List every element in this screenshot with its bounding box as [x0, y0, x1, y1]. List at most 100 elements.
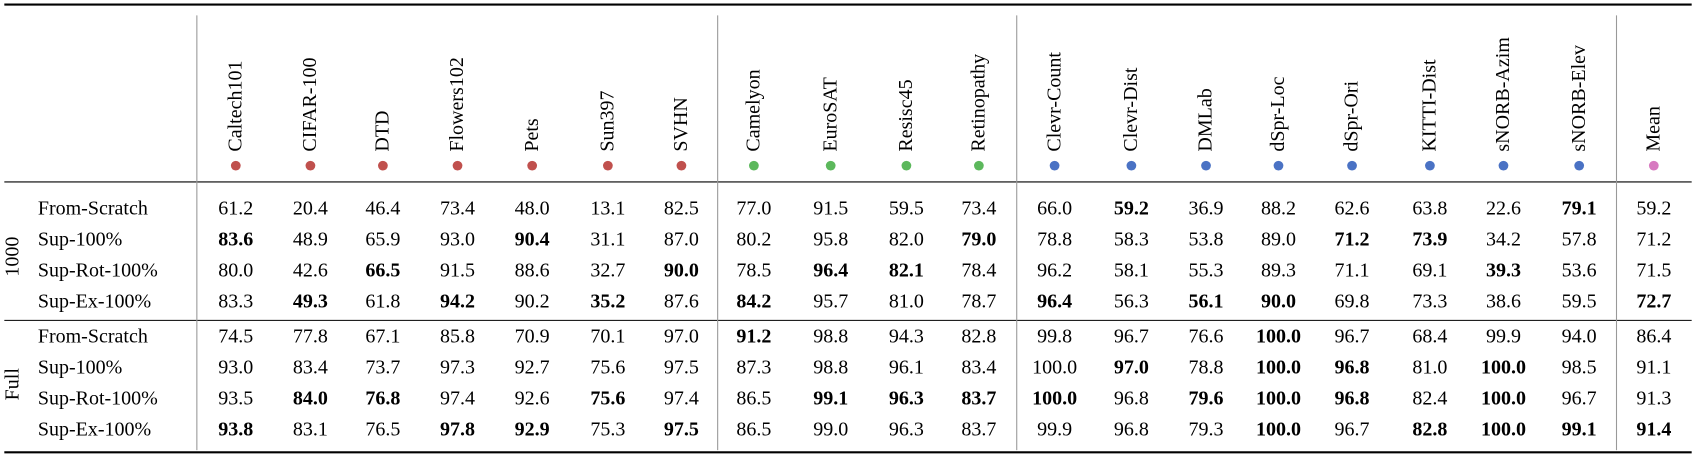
cell: 91.5 — [813, 198, 848, 220]
cell: 69.8 — [1335, 291, 1370, 313]
cell: 83.6 — [218, 229, 253, 251]
cell: 100.0 — [1481, 418, 1526, 440]
cell: 35.2 — [590, 291, 625, 313]
cell: 100.0 — [1481, 356, 1526, 378]
column-dot — [1425, 160, 1435, 171]
cell: 86.4 — [1636, 325, 1671, 347]
row-label: From-Scratch — [38, 198, 148, 220]
column-dot — [1049, 160, 1060, 171]
cell: 94.0 — [1562, 325, 1597, 347]
cell: 34.2 — [1486, 229, 1521, 251]
cell: 81.0 — [1412, 356, 1447, 378]
cell: 79.3 — [1189, 418, 1224, 440]
cell: 79.1 — [1562, 198, 1597, 220]
cell: 100.0 — [1256, 325, 1301, 347]
cell: 99.8 — [1037, 325, 1072, 347]
column-header: SVHN — [670, 97, 692, 151]
cell: 95.8 — [813, 229, 848, 251]
cell: 94.2 — [440, 291, 475, 313]
cell: 87.3 — [736, 356, 771, 378]
cell: 71.2 — [1636, 229, 1671, 251]
cell: 38.6 — [1486, 291, 1521, 313]
cell: 59.5 — [1562, 291, 1597, 313]
cell: 92.6 — [515, 387, 550, 409]
column-dot — [676, 160, 687, 171]
column-dot — [1126, 160, 1137, 171]
cell: 13.1 — [590, 198, 625, 220]
cell: 32.7 — [590, 260, 625, 282]
cell: 100.0 — [1481, 387, 1526, 409]
cell: 99.0 — [813, 418, 848, 440]
cell: 83.1 — [293, 418, 328, 440]
column-header: EuroSAT — [819, 77, 841, 151]
cell: 73.7 — [365, 356, 400, 378]
cell: 89.0 — [1261, 229, 1296, 251]
cell: 80.0 — [218, 260, 253, 282]
cell: 70.1 — [590, 325, 625, 347]
cell: 61.2 — [218, 198, 253, 220]
cell: 20.4 — [293, 198, 328, 220]
column-dot — [825, 160, 836, 171]
cell: 84.2 — [736, 291, 771, 313]
row-label: Sup-Rot-100% — [38, 260, 158, 282]
cell: 96.8 — [1335, 356, 1370, 378]
column-dot — [305, 160, 316, 171]
cell: 75.6 — [590, 356, 625, 378]
cell: 92.7 — [515, 356, 550, 378]
cell: 100.0 — [1256, 356, 1301, 378]
column-header: Clevr-Count — [1043, 52, 1065, 152]
cell: 91.1 — [1636, 356, 1671, 378]
cell: 98.8 — [813, 325, 848, 347]
cell: 66.5 — [365, 260, 400, 282]
cell: 48.9 — [293, 229, 328, 251]
cell: 100.0 — [1032, 356, 1077, 378]
column-dot — [378, 160, 388, 171]
column-dot — [452, 160, 463, 171]
cell: 96.7 — [1562, 387, 1597, 409]
cell: 83.7 — [961, 418, 996, 440]
column-header: DMLab — [1195, 88, 1217, 151]
cell: 82.4 — [1412, 387, 1447, 409]
cell: 91.5 — [440, 260, 475, 282]
cell: 80.2 — [736, 229, 771, 251]
row-label: Sup-100% — [38, 356, 122, 378]
cell: 93.0 — [218, 356, 253, 378]
cell: 74.5 — [218, 325, 253, 347]
column-dot — [974, 160, 984, 171]
cell: 96.7 — [1114, 325, 1149, 347]
cell: 73.9 — [1412, 229, 1447, 251]
cell: 53.6 — [1562, 260, 1597, 282]
cell: 82.8 — [961, 325, 996, 347]
cell: 56.3 — [1114, 291, 1149, 313]
column-header: Mean — [1642, 106, 1664, 152]
cell: 79.0 — [961, 229, 996, 251]
cell: 98.5 — [1562, 356, 1597, 378]
column-header: Pets — [521, 118, 543, 152]
cell: 58.3 — [1114, 229, 1149, 251]
cell: 93.5 — [218, 387, 253, 409]
cell: 95.7 — [813, 291, 848, 313]
column-header: dSpr-Loc — [1267, 76, 1289, 151]
cell: 97.3 — [440, 356, 475, 378]
cell: 97.0 — [664, 325, 699, 347]
cell: 97.5 — [664, 356, 699, 378]
cell: 36.9 — [1189, 198, 1224, 220]
cell: 87.0 — [664, 229, 699, 251]
cell: 71.1 — [1335, 260, 1370, 282]
column-dot — [1347, 160, 1357, 171]
cell: 71.5 — [1636, 260, 1671, 282]
cell: 93.8 — [218, 418, 253, 440]
cell: 55.3 — [1189, 260, 1224, 282]
cell: 83.3 — [218, 291, 253, 313]
cell: 53.8 — [1189, 229, 1224, 251]
cell: 97.4 — [440, 387, 475, 409]
cell: 70.9 — [515, 325, 550, 347]
cell: 97.4 — [664, 387, 699, 409]
cell: 100.0 — [1256, 387, 1301, 409]
cell: 90.0 — [1261, 291, 1296, 313]
row-label: Sup-Rot-100% — [38, 387, 158, 409]
cell: 62.6 — [1335, 198, 1370, 220]
cell: 96.3 — [889, 418, 924, 440]
